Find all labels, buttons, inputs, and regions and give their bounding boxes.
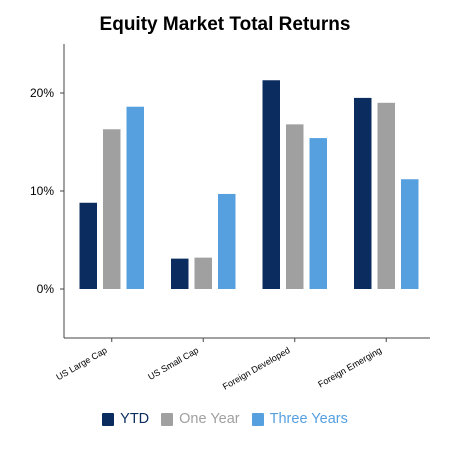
- bar-one-year-us-large-cap: [103, 129, 121, 289]
- legend: YTD One Year Three Years: [0, 411, 450, 427]
- bar-ytd-us-large-cap: [79, 202, 97, 289]
- bar-three-years-foreign-developed: [309, 138, 327, 289]
- x-tick-label: US Large Cap: [54, 345, 108, 382]
- bar-ytd-foreign-developed: [262, 80, 280, 289]
- x-tick-label: Foreign Emerging: [316, 345, 383, 389]
- legend-label-ytd: YTD: [120, 411, 150, 427]
- bar-one-year-foreign-emerging: [377, 102, 395, 289]
- bar-one-year-us-small-cap: [194, 257, 212, 289]
- legend-label-one-year: One Year: [179, 411, 240, 427]
- legend-swatch-ytd: [102, 412, 115, 426]
- bar-three-years-us-small-cap: [218, 193, 236, 289]
- bar-ytd-us-small-cap: [171, 258, 189, 289]
- legend-swatch-three-years: [251, 412, 264, 426]
- x-tick-label: Foreign Developed: [221, 345, 292, 392]
- bar-three-years-foreign-emerging: [401, 179, 419, 289]
- chart-title: Equity Market Total Returns: [99, 14, 351, 35]
- legend-item-three-years: Three Years: [251, 411, 348, 427]
- y-tick-label: 0%: [37, 282, 55, 296]
- y-tick-label: 10%: [30, 184, 54, 198]
- y-tick-label: 20%: [30, 86, 54, 100]
- legend-item-ytd: YTD: [102, 411, 149, 427]
- legend-swatch-one-year: [161, 412, 174, 426]
- bar-one-year-foreign-developed: [286, 124, 304, 289]
- x-tick-label: US Small Cap: [146, 345, 200, 382]
- bar-three-years-us-large-cap: [126, 106, 144, 289]
- bar-ytd-foreign-emerging: [354, 97, 372, 290]
- legend-item-one-year: One Year: [161, 411, 240, 427]
- legend-label-three-years: Three Years: [269, 411, 348, 427]
- bars: [79, 80, 419, 290]
